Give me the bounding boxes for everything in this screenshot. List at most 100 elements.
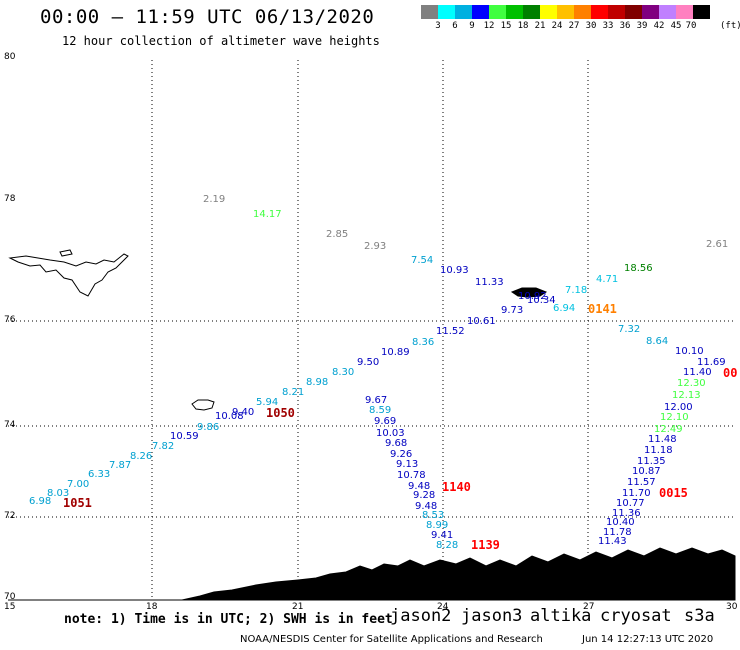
legend-swatch bbox=[557, 5, 574, 19]
legend-swatch bbox=[472, 5, 489, 19]
wave-height-value: 7.82 bbox=[152, 441, 175, 452]
satellite-label-s3a: s3a bbox=[684, 606, 715, 626]
wave-height-value: 9.73 bbox=[501, 305, 524, 316]
wave-height-value: 10.10 bbox=[675, 346, 704, 357]
wave-height-value: 12.30 bbox=[677, 378, 706, 389]
wave-height-value: 12.00 bbox=[664, 402, 693, 413]
norway-coast bbox=[181, 547, 736, 601]
wave-height-value: 11.40 bbox=[683, 367, 712, 378]
wave-height-value: 9.13 bbox=[396, 459, 419, 470]
color-scale-legend bbox=[421, 5, 710, 19]
wave-height-value: 8.53 bbox=[422, 510, 445, 521]
wave-height-value: 14.17 bbox=[253, 209, 282, 220]
wave-height-value: 8.59 bbox=[369, 405, 392, 416]
wave-height-value: 6.98 bbox=[29, 496, 52, 507]
lat-tick-80: 80 bbox=[4, 52, 16, 62]
wave-height-value: 12.49 bbox=[654, 424, 683, 435]
wave-height-value: 11.69 bbox=[697, 357, 726, 368]
wave-height-value: 10.34 bbox=[527, 295, 556, 306]
wave-height-value: 10.61 bbox=[467, 316, 496, 327]
wave-height-value: 9.50 bbox=[357, 357, 380, 368]
legend-swatch bbox=[455, 5, 472, 19]
wave-height-value: 10.08 bbox=[215, 411, 244, 422]
wave-height-value: 9.26 bbox=[390, 449, 413, 460]
legend-label: 30 bbox=[585, 21, 597, 31]
satellite-label-altika: altika bbox=[530, 606, 592, 626]
legend-swatch bbox=[523, 5, 540, 19]
wave-height-value: 2.85 bbox=[326, 229, 349, 240]
wave-height-value: 11.18 bbox=[644, 445, 673, 456]
legend-label: 9 bbox=[469, 21, 475, 31]
legend-label: 33 bbox=[602, 21, 614, 31]
wave-height-value: 11.33 bbox=[475, 277, 504, 288]
kong-karls-land bbox=[510, 287, 548, 298]
legend-swatch bbox=[642, 5, 659, 19]
wave-height-value: 10.92 bbox=[518, 291, 547, 302]
wave-height-value: 7.18 bbox=[565, 285, 588, 296]
legend-swatch bbox=[676, 5, 693, 19]
wave-height-value: 11.78 bbox=[603, 527, 632, 538]
wave-height-value: 7.87 bbox=[109, 460, 132, 471]
wave-height-value: 12.10 bbox=[660, 412, 689, 423]
satellite-label-cryosat: cryosat bbox=[600, 606, 672, 626]
wave-height-value: 8.36 bbox=[412, 337, 435, 348]
wave-height-value: 2.61 bbox=[706, 239, 729, 250]
pass-time-label: 0015 bbox=[659, 486, 688, 500]
legend-swatch bbox=[693, 5, 710, 19]
wave-height-value: 2.93 bbox=[364, 241, 387, 252]
wave-height-value: 9.67 bbox=[365, 395, 388, 406]
legend-swatch bbox=[591, 5, 608, 19]
legend-unit: (ft) bbox=[720, 21, 740, 31]
wave-height-value: 5.94 bbox=[256, 397, 279, 408]
legend-label: 70 bbox=[685, 21, 697, 31]
wave-height-value: 2.19 bbox=[203, 194, 226, 205]
pass-time-label: 0141 bbox=[588, 302, 617, 316]
norway-island-2 bbox=[407, 571, 425, 583]
legend-label: 27 bbox=[568, 21, 580, 31]
norway-island-4 bbox=[519, 565, 537, 577]
norway-island-6 bbox=[671, 557, 689, 569]
legend-swatch bbox=[625, 5, 642, 19]
legend-swatch bbox=[438, 5, 455, 19]
lon-tick-15: 15 bbox=[4, 602, 16, 612]
wave-height-value: 10.77 bbox=[616, 498, 645, 509]
lat-tick-76: 76 bbox=[4, 315, 16, 325]
legend-label: 45 bbox=[670, 21, 682, 31]
lat-tick-78: 78 bbox=[4, 194, 16, 204]
footer-note: note: 1) Time is in UTC; 2) SWH is in fe… bbox=[64, 612, 393, 627]
pass-time-label: 00 bbox=[723, 366, 738, 380]
page-title: 00:00 – 11:59 UTC 06/13/2020 bbox=[40, 6, 375, 28]
wave-height-value: 7.54 bbox=[411, 255, 434, 266]
wave-height-value: 8.03 bbox=[47, 488, 70, 499]
legend-label: 21 bbox=[534, 21, 546, 31]
coastline bbox=[8, 249, 736, 601]
wave-height-value: 8.64 bbox=[646, 336, 669, 347]
lon-tick-21: 21 bbox=[292, 602, 304, 612]
wave-height-value: 11.57 bbox=[627, 477, 656, 488]
legend-swatch bbox=[489, 5, 506, 19]
legend-label: 12 bbox=[483, 21, 495, 31]
wave-height-value: 18.56 bbox=[624, 263, 653, 274]
satellite-label-jason2: jason2 bbox=[390, 606, 452, 626]
wave-height-value: 10.89 bbox=[381, 347, 410, 358]
wave-height-value: 7.32 bbox=[618, 324, 641, 335]
color-scale-labels: 3 6 9 12 15 18 21 24 27 30 33 36 39 42 45 70 bbox=[421, 21, 740, 33]
wave-height-value: 8.21 bbox=[282, 387, 305, 398]
wave-height-value: 9.41 bbox=[431, 530, 454, 541]
wave-height-value: 10.40 bbox=[606, 517, 635, 528]
wave-height-value: 9.69 bbox=[374, 416, 397, 427]
legend-swatch bbox=[659, 5, 676, 19]
wave-height-value: 11.48 bbox=[648, 434, 677, 445]
legend-swatch bbox=[574, 5, 591, 19]
legend-label: 36 bbox=[619, 21, 631, 31]
wave-height-value: 11.43 bbox=[598, 536, 627, 547]
lat-tick-70: 70 bbox=[4, 592, 16, 602]
bear-island bbox=[191, 399, 215, 411]
pass-time-label: 1140 bbox=[442, 480, 471, 494]
wave-height-value: 10.78 bbox=[397, 470, 426, 481]
wave-height-value: 8.26 bbox=[130, 451, 153, 462]
pass-time-label: 1051 bbox=[63, 496, 92, 510]
wave-height-value: 11.52 bbox=[436, 326, 465, 337]
